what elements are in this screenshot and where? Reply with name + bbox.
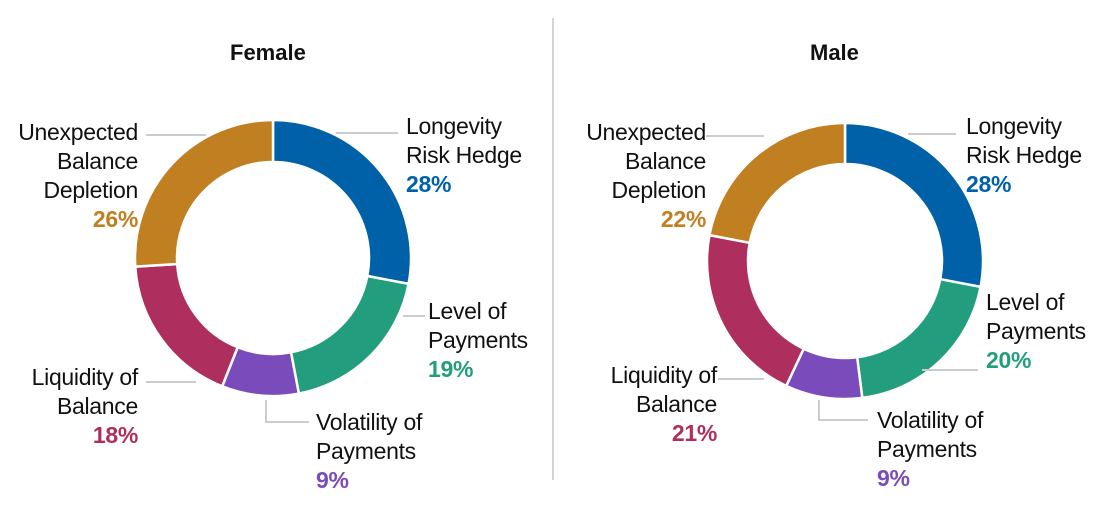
donut-segment-unexpected-balance-depletion — [133, 118, 275, 268]
female-chart-title: Female — [230, 40, 306, 65]
leader-line — [706, 135, 764, 137]
male-label-unexpected: Unexpected Balance Depletion 22% — [586, 119, 706, 232]
leader-line — [403, 315, 425, 317]
chart-divider — [552, 18, 554, 480]
female-label-unexpected: Unexpected Balance Depletion 26% — [18, 119, 138, 232]
leader-line — [146, 381, 196, 383]
leader-line — [818, 419, 868, 421]
male-label-volatility: Volatility of Payments 9% — [877, 407, 984, 491]
donut-segment-unexpected-balance-depletion — [707, 121, 847, 245]
female-label-longevity: Longevity Risk Hedge 28% — [406, 113, 522, 197]
leader-line — [146, 134, 206, 136]
female-label-volatility: Volatility of Payments 9% — [316, 409, 423, 493]
male-label-longevity: Longevity Risk Hedge 28% — [966, 113, 1082, 197]
leader-line — [718, 378, 764, 380]
leader-line — [818, 400, 820, 420]
leader-line — [922, 369, 978, 371]
donut-segment-liquidity-of-balance — [705, 233, 806, 388]
donut-segment-level-of-payments — [855, 277, 983, 400]
male-label-liquidity: Liquidity of Balance 21% — [610, 362, 718, 446]
female-label-liquidity: Liquidity of Balance 18% — [31, 364, 139, 448]
leader-line — [908, 133, 956, 135]
leader-line — [265, 421, 309, 423]
donut-segment-longevity-risk-hedge — [843, 121, 985, 289]
leader-line — [336, 132, 398, 134]
female-label-level: Level of Payments 19% — [428, 298, 528, 382]
male-chart-title: Male — [810, 40, 859, 65]
leader-line — [265, 400, 267, 422]
male-label-level: Level of Payments 20% — [986, 289, 1086, 373]
